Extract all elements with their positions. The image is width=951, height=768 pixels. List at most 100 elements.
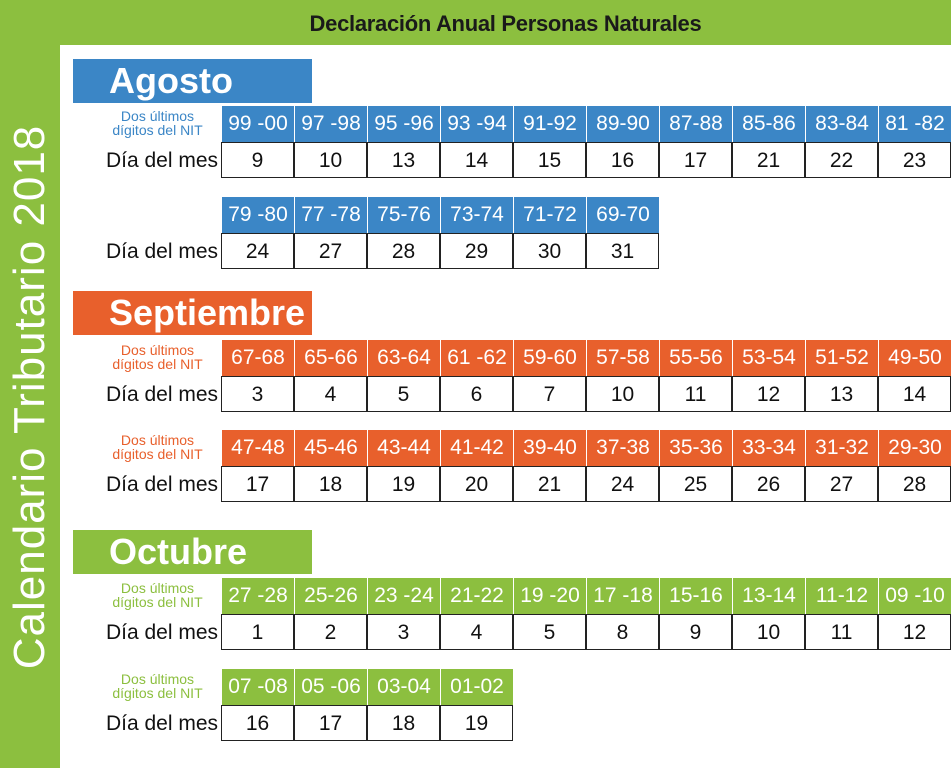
day-cell: 17 — [294, 705, 367, 741]
day-cell: 7 — [513, 376, 586, 412]
day-cell: 10 — [294, 142, 367, 178]
page-title: Declaración Anual Personas Naturales — [309, 11, 702, 36]
nit-cell: 59-60 — [513, 340, 586, 376]
nit-cell: 79 -80 — [221, 197, 294, 233]
nit-cell: 99 -00 — [221, 106, 294, 142]
nit-cell: 87-88 — [659, 106, 732, 142]
nit-cell: 07 -08 — [221, 669, 294, 705]
dia-label: Día del mes — [105, 149, 218, 172]
day-cell: 29 — [440, 233, 513, 269]
nit-cell: 37-38 — [586, 430, 659, 466]
day-cell: 28 — [367, 233, 440, 269]
nit-cell: 63-64 — [367, 340, 440, 376]
day-cell: 24 — [586, 466, 659, 502]
nit-cell: 33-34 — [732, 430, 805, 466]
day-cell: 26 — [732, 466, 805, 502]
nit-cell: 97 -98 — [294, 106, 367, 142]
day-cell: 17 — [221, 466, 294, 502]
month-header-agosto: Agosto — [73, 59, 312, 103]
nit-cell: 23 -24 — [367, 578, 440, 614]
day-cell: 25 — [659, 466, 732, 502]
nit-cell: 19 -20 — [513, 578, 586, 614]
day-cell: 27 — [805, 466, 878, 502]
nit-cell: 15-16 — [659, 578, 732, 614]
dia-label: Día del mes — [105, 621, 218, 644]
nit-cell: 89-90 — [586, 106, 659, 142]
day-cell: 10 — [586, 376, 659, 412]
nit-cell: 31-32 — [805, 430, 878, 466]
nit-cell: 21-22 — [440, 578, 513, 614]
nit-cell: 39-40 — [513, 430, 586, 466]
day-cell: 5 — [367, 376, 440, 412]
nit-cell: 17 -18 — [586, 578, 659, 614]
day-cell: 12 — [878, 614, 951, 650]
nit-cell: 77 -78 — [294, 197, 367, 233]
nit-cell: 25-26 — [294, 578, 367, 614]
day-cell: 19 — [440, 705, 513, 741]
nit-cell: 27 -28 — [221, 578, 294, 614]
nit-cell: 69-70 — [586, 197, 659, 233]
nit-cell: 67-68 — [221, 340, 294, 376]
nit-label: Dos últimos dígitos del NIT — [112, 342, 203, 372]
nit-cell: 81 -82 — [878, 106, 951, 142]
day-cell: 13 — [805, 376, 878, 412]
day-cell: 16 — [221, 705, 294, 741]
dia-label: Día del mes — [105, 383, 218, 406]
nit-label: Dos últimos dígitos del NIT — [112, 580, 203, 610]
nit-label: Dos últimos dígitos del NIT — [112, 108, 203, 138]
dia-label: Día del mes — [105, 240, 218, 263]
day-cell: 9 — [221, 142, 294, 178]
dia-label: Día del mes — [105, 473, 218, 496]
day-cell: 24 — [221, 233, 294, 269]
day-cell: 14 — [440, 142, 513, 178]
side-bar — [0, 0, 60, 768]
day-cell: 16 — [586, 142, 659, 178]
day-cell: 9 — [659, 614, 732, 650]
side-title: Calendario Tributario 2018 — [5, 124, 54, 670]
day-cell: 21 — [732, 142, 805, 178]
day-cell: 3 — [221, 376, 294, 412]
nit-cell: 53-54 — [732, 340, 805, 376]
nit-label: Dos últimos dígitos del NIT — [112, 671, 203, 701]
nit-cell: 13-14 — [732, 578, 805, 614]
day-cell: 2 — [294, 614, 367, 650]
nit-cell: 35-36 — [659, 430, 732, 466]
nit-cell: 51-52 — [805, 340, 878, 376]
day-cell: 8 — [586, 614, 659, 650]
nit-cell: 95 -96 — [367, 106, 440, 142]
day-cell: 14 — [878, 376, 951, 412]
nit-cell: 03-04 — [367, 669, 440, 705]
nit-cell: 75-76 — [367, 197, 440, 233]
day-cell: 13 — [367, 142, 440, 178]
nit-cell: 47-48 — [221, 430, 294, 466]
day-cell: 27 — [294, 233, 367, 269]
nit-cell: 45-46 — [294, 430, 367, 466]
nit-cell: 05 -06 — [294, 669, 367, 705]
day-cell: 11 — [805, 614, 878, 650]
day-cell: 11 — [659, 376, 732, 412]
nit-cell: 57-58 — [586, 340, 659, 376]
nit-cell: 61 -62 — [440, 340, 513, 376]
day-cell: 4 — [294, 376, 367, 412]
day-cell: 31 — [586, 233, 659, 269]
nit-cell: 85-86 — [732, 106, 805, 142]
day-cell: 20 — [440, 466, 513, 502]
month-header-octubre: Octubre — [73, 530, 312, 574]
day-cell: 19 — [367, 466, 440, 502]
nit-cell: 91-92 — [513, 106, 586, 142]
day-cell: 18 — [367, 705, 440, 741]
day-cell: 12 — [732, 376, 805, 412]
day-cell: 23 — [878, 142, 951, 178]
header-bar — [0, 0, 951, 45]
day-cell: 3 — [367, 614, 440, 650]
month-header-septiembre: Septiembre — [73, 291, 312, 335]
day-cell: 18 — [294, 466, 367, 502]
nit-cell: 43-44 — [367, 430, 440, 466]
dia-label: Día del mes — [105, 712, 218, 735]
nit-cell: 83-84 — [805, 106, 878, 142]
nit-cell: 09 -10 — [878, 578, 951, 614]
nit-cell: 93 -94 — [440, 106, 513, 142]
nit-cell: 41-42 — [440, 430, 513, 466]
nit-cell: 73-74 — [440, 197, 513, 233]
nit-cell: 71-72 — [513, 197, 586, 233]
